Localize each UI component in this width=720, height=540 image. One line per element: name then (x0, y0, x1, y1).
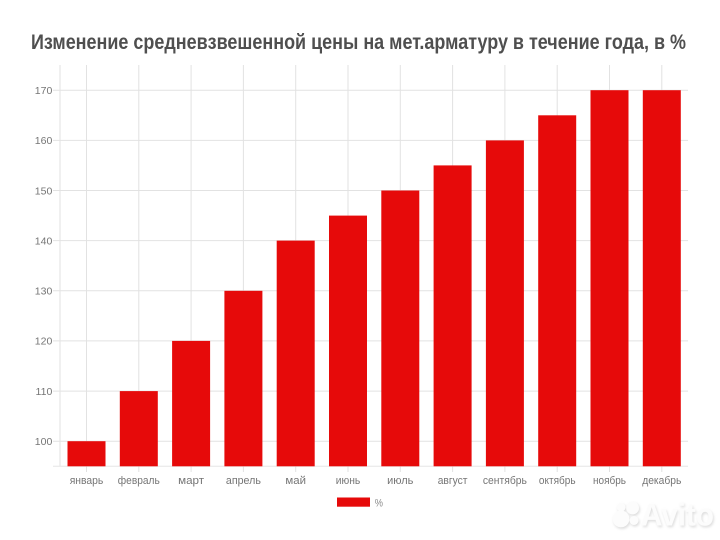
svg-text:Изменение средневзвешенной цен: Изменение средневзвешенной цены на мет.а… (31, 31, 686, 54)
svg-text:июль: июль (387, 475, 413, 487)
svg-text:ноябрь: ноябрь (593, 475, 626, 487)
svg-text:160: 160 (35, 135, 53, 147)
svg-text:130: 130 (35, 286, 53, 298)
svg-text:%: % (375, 497, 383, 509)
svg-text:октябрь: октябрь (539, 475, 576, 487)
svg-text:апрель: апрель (226, 475, 261, 487)
svg-text:январь: январь (70, 475, 104, 487)
svg-text:170: 170 (35, 85, 53, 97)
svg-text:110: 110 (36, 386, 53, 398)
svg-text:май: май (285, 475, 306, 487)
svg-text:100: 100 (35, 436, 53, 448)
svg-text:140: 140 (35, 235, 53, 247)
svg-text:Avito: Avito (641, 497, 714, 533)
svg-text:150: 150 (35, 185, 53, 197)
svg-text:июнь: июнь (336, 475, 361, 487)
svg-text:август: август (438, 475, 468, 487)
svg-text:сентябрь: сентябрь (483, 475, 527, 487)
svg-text:120: 120 (35, 336, 53, 348)
svg-text:март: март (178, 475, 204, 487)
svg-text:февраль: февраль (118, 475, 160, 487)
svg-text:декабрь: декабрь (642, 475, 681, 487)
